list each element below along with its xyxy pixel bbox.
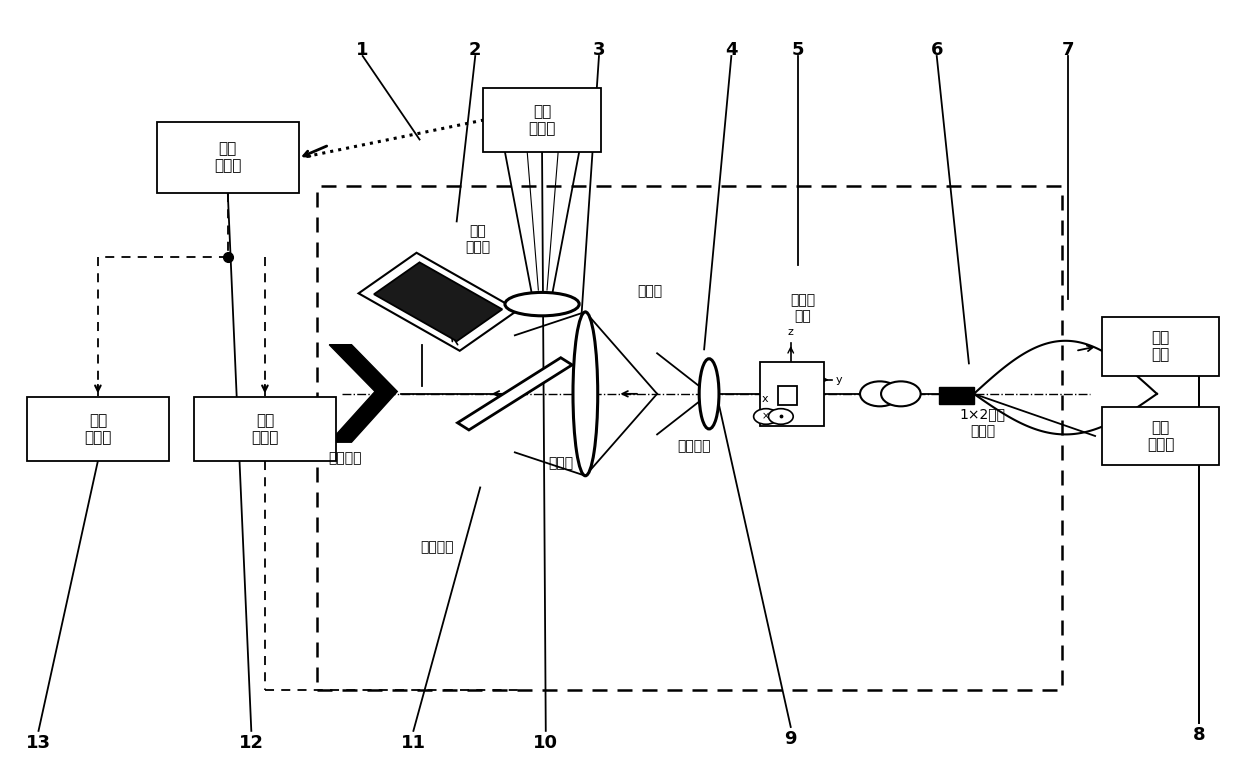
Text: y: y bbox=[836, 375, 842, 384]
Circle shape bbox=[861, 381, 899, 406]
Text: ×: × bbox=[761, 412, 770, 421]
Text: 光电
探测器: 光电 探测器 bbox=[528, 104, 556, 136]
Text: 第一
驱动器: 第一 驱动器 bbox=[252, 413, 279, 446]
Text: 分光镜: 分光镜 bbox=[548, 456, 573, 471]
Text: 角锥棱镜: 角锥棱镜 bbox=[329, 451, 362, 465]
Text: 5: 5 bbox=[792, 41, 805, 59]
Circle shape bbox=[882, 381, 920, 406]
Text: 11: 11 bbox=[401, 734, 425, 752]
Circle shape bbox=[754, 409, 779, 424]
Text: 2: 2 bbox=[469, 41, 481, 59]
Text: 1×2光纤
分束器: 1×2光纤 分束器 bbox=[960, 408, 1006, 438]
Text: 10: 10 bbox=[533, 734, 558, 752]
Text: 接收
终端: 接收 终端 bbox=[1152, 330, 1169, 363]
Text: 望远镜: 望远镜 bbox=[637, 285, 662, 298]
Text: 12: 12 bbox=[239, 734, 264, 752]
Text: 7: 7 bbox=[1061, 41, 1074, 59]
Bar bbox=[484, 88, 601, 152]
Bar bbox=[27, 397, 169, 461]
Text: 13: 13 bbox=[26, 734, 51, 752]
Circle shape bbox=[769, 409, 794, 424]
Text: 3: 3 bbox=[593, 41, 605, 59]
Text: 4: 4 bbox=[725, 41, 738, 59]
Polygon shape bbox=[458, 358, 572, 430]
Text: 三维平
移台: 三维平 移台 bbox=[791, 293, 816, 323]
Text: 第二透镜: 第二透镜 bbox=[420, 540, 454, 554]
Polygon shape bbox=[374, 262, 502, 341]
Bar bbox=[760, 362, 825, 426]
Text: 控制
处理机: 控制 处理机 bbox=[215, 141, 242, 174]
Bar bbox=[1102, 317, 1219, 376]
Text: x: x bbox=[761, 394, 769, 403]
Ellipse shape bbox=[505, 292, 579, 316]
Text: 第一透镜: 第一透镜 bbox=[677, 439, 711, 453]
Polygon shape bbox=[330, 345, 397, 442]
Text: 倾斜
反射镜: 倾斜 反射镜 bbox=[465, 224, 490, 254]
Bar bbox=[779, 386, 797, 405]
Ellipse shape bbox=[699, 359, 719, 429]
Text: 6: 6 bbox=[930, 41, 942, 59]
Bar bbox=[156, 121, 299, 193]
Bar bbox=[939, 387, 973, 404]
Text: 9: 9 bbox=[785, 730, 797, 748]
Text: z: z bbox=[787, 327, 794, 337]
Bar bbox=[317, 186, 1061, 690]
Text: 1: 1 bbox=[356, 41, 370, 59]
Bar bbox=[193, 397, 336, 461]
Text: 标定
激光器: 标定 激光器 bbox=[1147, 420, 1174, 452]
Bar bbox=[1102, 406, 1219, 465]
Ellipse shape bbox=[573, 312, 598, 476]
Text: 8: 8 bbox=[1193, 726, 1205, 744]
Text: 第二
驱动器: 第二 驱动器 bbox=[84, 413, 112, 446]
